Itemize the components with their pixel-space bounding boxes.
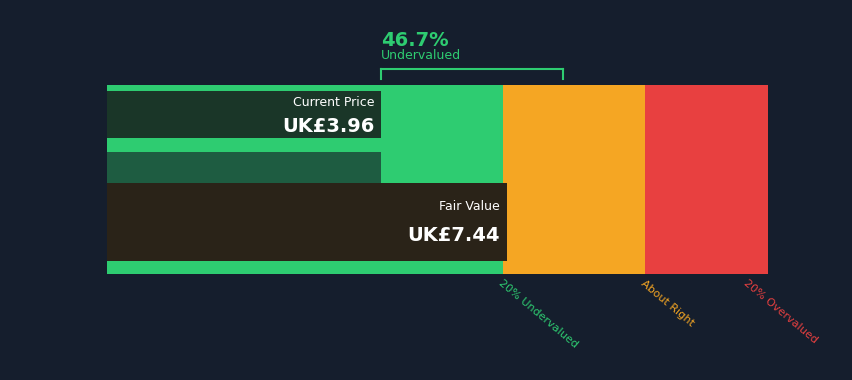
Bar: [106, 152, 381, 261]
Bar: [503, 85, 645, 91]
Bar: [106, 183, 506, 261]
Text: UK£3.96: UK£3.96: [282, 117, 374, 136]
Bar: [106, 91, 381, 138]
Bar: [381, 91, 503, 138]
Bar: [503, 152, 645, 261]
Text: Undervalued: Undervalued: [381, 49, 461, 62]
Bar: [503, 138, 645, 152]
Text: UK£7.44: UK£7.44: [407, 226, 499, 245]
Bar: [106, 91, 381, 138]
Text: 46.7%: 46.7%: [381, 31, 448, 50]
Bar: [645, 85, 767, 91]
Text: About Right: About Right: [638, 278, 695, 328]
Text: Current Price: Current Price: [292, 96, 374, 109]
Text: 20% Undervalued: 20% Undervalued: [496, 278, 579, 350]
Bar: [381, 152, 503, 261]
Bar: [381, 261, 503, 274]
Bar: [381, 138, 503, 152]
Bar: [503, 91, 645, 138]
Bar: [381, 85, 503, 91]
Bar: [106, 138, 381, 152]
Bar: [645, 261, 767, 274]
Bar: [645, 91, 767, 138]
Bar: [645, 152, 767, 261]
Bar: [645, 138, 767, 152]
Text: 20% Overvalued: 20% Overvalued: [740, 278, 818, 345]
Bar: [106, 261, 381, 274]
Bar: [106, 85, 381, 91]
Text: Fair Value: Fair Value: [439, 200, 499, 212]
Bar: [503, 261, 645, 274]
